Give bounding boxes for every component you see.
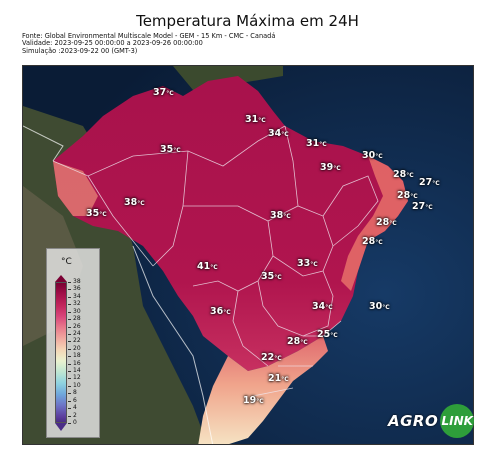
legend-tick: 30 — [68, 307, 81, 315]
legend-tick: 34 — [68, 292, 81, 300]
region-south — [198, 336, 328, 444]
temp-label: 38°C — [124, 197, 145, 208]
land-north — [23, 66, 283, 96]
state-borders — [52, 125, 379, 397]
agrolink-logo: AGRO LINK — [388, 404, 475, 438]
legend-tick: 32 — [68, 300, 81, 308]
temp-label: 31°C — [306, 138, 327, 149]
temp-label: 28°C — [393, 169, 414, 180]
legend-tick: 14 — [68, 367, 81, 375]
temp-label: 41°C — [197, 261, 218, 272]
legend-tick: 22 — [68, 337, 81, 345]
temp-label: 31°C — [245, 114, 266, 125]
temp-label: 28°C — [287, 336, 308, 347]
legend-tick: 24 — [68, 329, 81, 337]
source-line: Fonte: Global Environmental Multiscale M… — [22, 32, 276, 40]
legend-tick: 6 — [68, 396, 77, 404]
legend-tick: 20 — [68, 344, 81, 352]
logo-word-agro: AGRO — [388, 412, 439, 430]
temp-label: 34°C — [312, 301, 333, 312]
legend-tick: 4 — [68, 404, 77, 412]
logo-word-link: LINK — [441, 414, 473, 428]
temp-label: 33°C — [297, 258, 318, 269]
map-metadata: Fonte: Global Environmental Multiscale M… — [22, 32, 276, 55]
legend-tick: 0 — [68, 419, 77, 426]
temp-label: 28°C — [397, 190, 418, 201]
map-title: Temperatura Máxima em 24H — [136, 12, 359, 30]
temp-label: 34°C — [268, 128, 289, 139]
temp-label: 25°C — [317, 329, 338, 340]
temp-label: 19°C — [243, 395, 264, 406]
legend-tick: 38 — [68, 278, 81, 285]
temp-label: 36°C — [210, 306, 231, 317]
region-hot — [53, 76, 408, 371]
temp-label: 39°C — [320, 162, 341, 173]
temperature-map: 37°C 31°C 34°C 35°C 31°C 30°C 39°C 28°C … — [22, 65, 474, 445]
color-legend: °C 38 36 34 32 30 28 26 24 22 20 18 16 14 12 10 8 6 4 2 0 — [46, 248, 100, 438]
region-west — [53, 161, 98, 216]
region-coast-ne — [341, 156, 408, 291]
temp-label: 30°C — [369, 301, 390, 312]
legend-top-arrow — [55, 275, 67, 282]
map-graphic — [23, 66, 473, 444]
temp-label: 38°C — [270, 210, 291, 221]
legend-tick: 2 — [68, 411, 77, 419]
legend-color-bar — [55, 282, 67, 423]
legend-tick: 16 — [68, 359, 81, 367]
temp-label: 28°C — [376, 217, 397, 228]
legend-unit: °C — [61, 257, 72, 267]
temp-label: 28°C — [362, 236, 383, 247]
legend-tick: 28 — [68, 315, 81, 323]
logo-ball: LINK — [440, 404, 475, 438]
temp-label: 22°C — [261, 352, 282, 363]
legend-tick: 18 — [68, 352, 81, 360]
legend-tick: 26 — [68, 322, 81, 330]
simulation-line: Simulação :2023-09-22 00 (GMT-3) — [22, 46, 138, 55]
temp-label: 21°C — [268, 373, 289, 384]
temp-label: 27°C — [412, 201, 433, 212]
temp-label: 37°C — [153, 87, 174, 98]
temp-label: 27°C — [419, 177, 440, 188]
temp-label: 35°C — [261, 271, 282, 282]
legend-tick: 12 — [68, 374, 81, 382]
legend-tick: 10 — [68, 381, 81, 389]
country-borders — [23, 125, 214, 444]
validity-line: Validade: 2023-09-25 00:00:00 a 2023-09-… — [22, 39, 203, 48]
legend-tick: 36 — [68, 285, 81, 293]
legend-bottom-arrow — [55, 423, 67, 431]
temp-label: 35°C — [86, 208, 107, 219]
temp-label: 35°C — [160, 144, 181, 155]
temp-label: 30°C — [362, 150, 383, 161]
legend-tick: 8 — [68, 389, 77, 397]
